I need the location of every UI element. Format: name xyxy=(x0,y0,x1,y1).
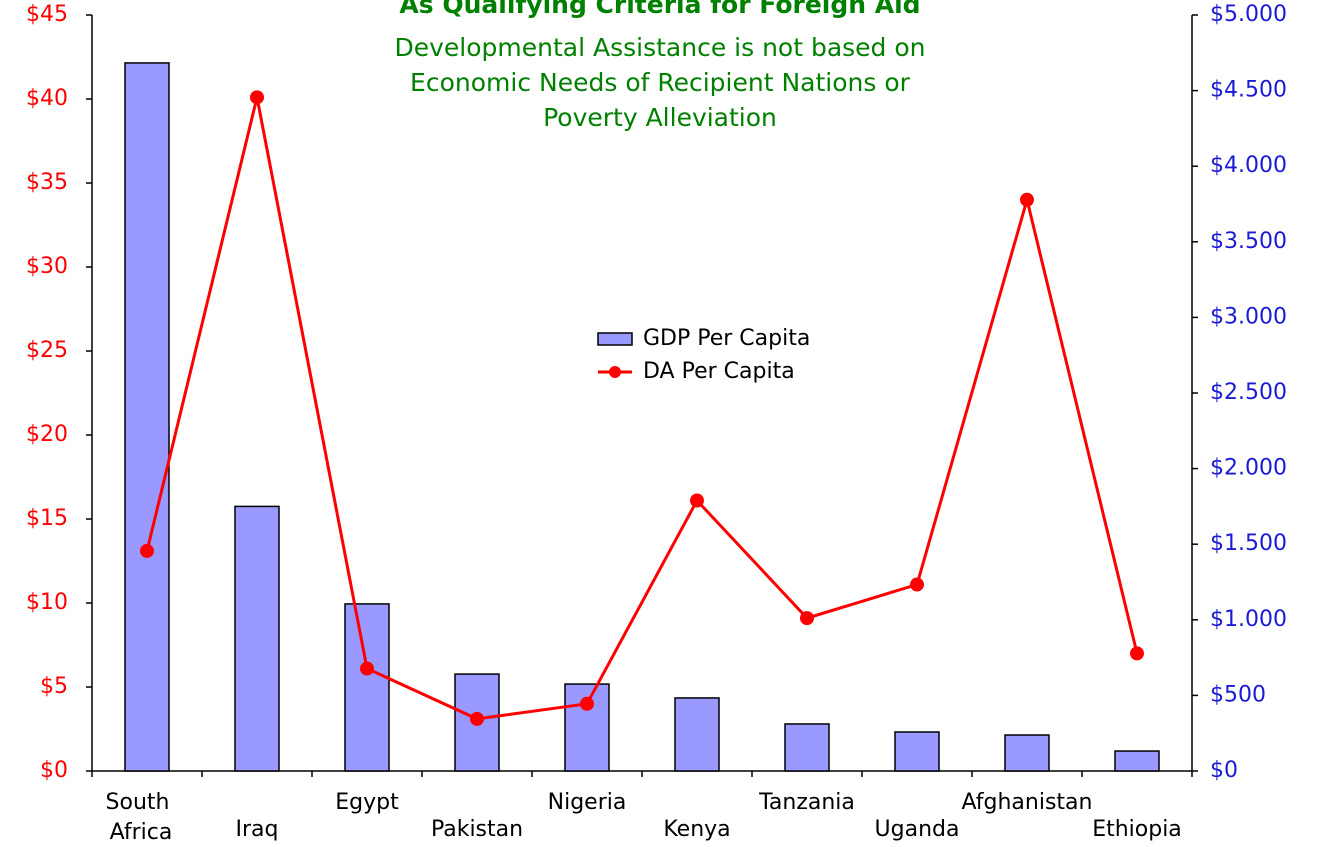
bar xyxy=(674,697,720,772)
x-tick-label: Ethiopia xyxy=(1092,817,1182,842)
y-tick-label: $20 xyxy=(26,422,68,447)
x-tick-label: Kenya xyxy=(663,817,730,842)
y2-tick-label: $0 xyxy=(1210,758,1238,783)
bar xyxy=(344,603,390,772)
y-tick-label: $5 xyxy=(40,674,68,699)
y-tick-label: $40 xyxy=(26,86,68,111)
marker xyxy=(1130,646,1144,661)
x-tick-label: Egypt xyxy=(335,790,399,815)
y-tick-label: $25 xyxy=(26,338,68,363)
chart-subtitle: Poverty Alleviation xyxy=(543,103,777,132)
y2-tick-label: $3.000 xyxy=(1210,304,1287,329)
y2-tick-label: $1.000 xyxy=(1210,607,1287,632)
y-tick-label: $10 xyxy=(26,590,68,615)
bar xyxy=(234,505,280,772)
x-tick-label: South Africa xyxy=(106,790,177,845)
x-tick-label: Afghanistan xyxy=(962,790,1093,815)
y2-tick-label: $2.500 xyxy=(1210,380,1287,405)
x-tick-label: Uganda xyxy=(875,817,960,842)
y2-tick-label: $3.500 xyxy=(1210,229,1287,254)
bar xyxy=(894,731,940,772)
marker xyxy=(1020,192,1034,207)
legend-label: GDP Per Capita xyxy=(643,326,810,351)
y2-tick-label: $5.000 xyxy=(1210,2,1287,27)
bar xyxy=(784,723,830,772)
bar xyxy=(1114,750,1160,772)
marker xyxy=(910,577,924,592)
y-tick-label: $30 xyxy=(26,254,68,279)
x-tick-label: Pakistan xyxy=(431,817,523,842)
marker xyxy=(360,661,374,676)
marker xyxy=(470,711,484,726)
marker xyxy=(580,696,594,711)
legend-label: DA Per Capita xyxy=(643,359,795,384)
x-tick-label: Tanzania xyxy=(758,790,855,815)
bar xyxy=(1004,734,1050,772)
y-tick-label: $15 xyxy=(26,506,68,531)
y2-tick-label: $2.000 xyxy=(1210,456,1287,481)
chart-subtitle: Economic Needs of Recipient Nations or xyxy=(410,68,911,97)
y2-tick-label: $4.500 xyxy=(1210,78,1287,103)
marker xyxy=(690,493,704,508)
y-tick-label: $0 xyxy=(40,758,68,783)
y-tick-label: $45 xyxy=(26,2,68,27)
x-tick-label: Iraq xyxy=(236,817,279,842)
marker xyxy=(800,611,814,626)
y2-tick-label: $4.000 xyxy=(1210,153,1287,178)
marker xyxy=(250,90,264,105)
y2-tick-label: $1.500 xyxy=(1210,531,1287,556)
chart-title: As Qualifying Criteria for Foreign Aid xyxy=(399,0,920,19)
marker xyxy=(140,543,154,558)
legend-swatch xyxy=(597,332,633,346)
y2-tick-label: $500 xyxy=(1210,682,1266,707)
y-tick-label: $35 xyxy=(26,170,68,195)
x-tick-label: Nigeria xyxy=(548,790,627,815)
chart-subtitle: Developmental Assistance is not based on xyxy=(394,33,925,62)
line xyxy=(145,96,1139,721)
legend-swatch xyxy=(609,366,621,378)
bar xyxy=(124,62,170,772)
